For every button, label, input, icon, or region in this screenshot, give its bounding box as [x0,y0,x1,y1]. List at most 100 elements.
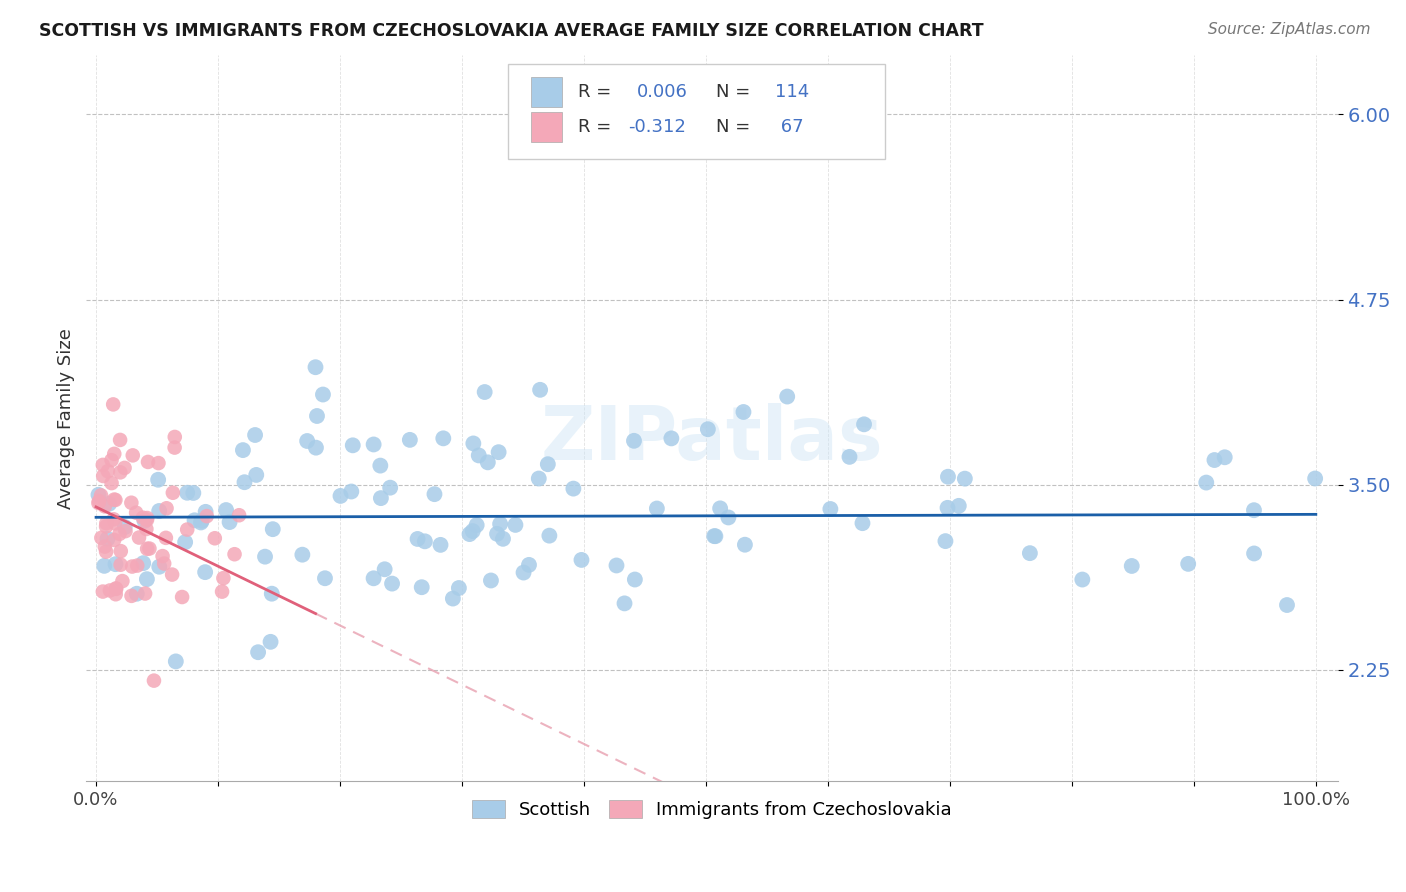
Point [259,635,281,649]
Point [212,571,235,585]
Point [953,472,976,486]
Point [108,433,131,447]
Point [153,557,176,571]
Point [659,431,682,445]
Point [703,529,725,543]
Point [136,541,159,556]
Point [194,565,217,579]
Point [717,510,740,524]
Point [820,502,842,516]
Point [948,499,970,513]
Point [613,596,636,610]
Point [305,409,328,423]
Point [537,457,560,471]
Point [94,540,117,554]
Point [134,514,156,528]
Point [441,591,464,606]
Point [110,466,132,480]
Point [624,573,647,587]
Point [204,531,226,545]
Point [314,571,336,585]
Text: 67: 67 [775,118,803,136]
Point [104,516,127,531]
Point [110,544,132,558]
Point [329,489,352,503]
Point [733,405,755,419]
Point [114,520,136,534]
Text: N =: N = [716,83,749,101]
Point [645,501,668,516]
Point [562,482,585,496]
Text: SCOTTISH VS IMMIGRANTS FROM CZECHOSLOVAKIA AVERAGE FAMILY SIZE CORRELATION CHART: SCOTTISH VS IMMIGRANTS FROM CZECHOSLOVAK… [39,22,984,40]
Point [432,431,454,445]
Text: N =: N = [716,118,749,136]
Point [571,553,593,567]
FancyBboxPatch shape [508,64,884,159]
Point [423,487,446,501]
Point [479,574,502,588]
Point [1177,557,1199,571]
Point [304,360,326,375]
Point [374,562,396,576]
Point [492,532,515,546]
Point [91,458,114,472]
Point [128,531,150,545]
Point [623,434,645,448]
Point [734,538,756,552]
Point [94,544,117,558]
Point [155,531,177,545]
Point [104,557,127,571]
Point [120,496,142,510]
Point [851,516,873,531]
Point [363,437,385,451]
Point [135,522,157,536]
Point [103,512,125,526]
Point [529,383,551,397]
Point [93,558,115,573]
Point [172,590,194,604]
Point [458,527,481,541]
Point [696,422,718,436]
Bar [530,77,562,107]
Point [413,534,436,549]
Point [381,576,404,591]
Point [342,438,364,452]
Point [97,464,120,478]
Point [98,497,121,511]
Point [148,504,170,518]
Point [142,673,165,688]
Point [517,558,540,572]
Point [136,455,159,469]
Text: 0.006: 0.006 [637,83,688,101]
Point [380,481,402,495]
Point [228,508,250,523]
Point [224,547,246,561]
Point [465,518,488,533]
Point [134,586,156,600]
Point [489,516,512,531]
Point [114,524,136,538]
Point [162,485,184,500]
Point [486,526,509,541]
Point [98,583,121,598]
Point [191,514,214,528]
Point [305,441,328,455]
Point [262,522,284,536]
Text: 114: 114 [775,83,808,101]
Point [100,453,122,467]
Point [110,558,132,572]
Point [1121,558,1143,573]
Point [853,417,876,432]
Point [132,556,155,570]
Point [103,447,125,461]
Point [1303,471,1326,485]
Point [105,582,128,596]
Point [155,501,177,516]
Point [108,527,131,541]
Point [468,449,491,463]
Point [163,430,186,444]
Point [704,529,727,543]
Point [538,528,561,542]
Point [370,491,392,505]
Point [90,531,112,545]
